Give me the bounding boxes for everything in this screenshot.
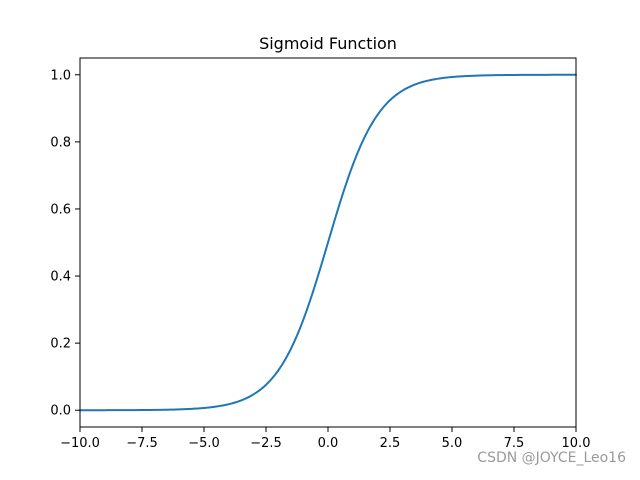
watermark-text: CSDN @JOYCE_Leo16 bbox=[477, 450, 626, 466]
x-tick-label: −10.0 bbox=[60, 436, 100, 451]
x-tick-label: 2.5 bbox=[380, 436, 401, 451]
y-tick-label: 1.0 bbox=[50, 68, 71, 83]
y-tick-label: 0.6 bbox=[50, 202, 71, 217]
x-tick-label: −2.5 bbox=[250, 436, 282, 451]
x-tick-label: −5.0 bbox=[188, 436, 220, 451]
x-tick-label: 0.0 bbox=[318, 436, 339, 451]
x-tick-label: 10.0 bbox=[562, 436, 591, 451]
axes-layer: −10.0 −7.5 −5.0 −2.5 0.0 2.5 5.0 7.5 10.0 0.0 0.2 0… bbox=[50, 57, 591, 451]
plot-layer bbox=[79, 73, 577, 412]
x-tick-label: 5.0 bbox=[442, 436, 463, 451]
chart-title: Sigmoid Function bbox=[259, 34, 397, 53]
series-line-0 bbox=[79, 73, 577, 412]
y-tick-label: 0.0 bbox=[50, 404, 71, 419]
y-tick-label: 0.8 bbox=[50, 135, 71, 150]
x-tick-label: 7.5 bbox=[504, 436, 525, 451]
y-tick-label: 0.4 bbox=[50, 270, 71, 285]
y-tick-label: 0.2 bbox=[50, 337, 71, 352]
x-tick-label: −7.5 bbox=[126, 436, 158, 451]
